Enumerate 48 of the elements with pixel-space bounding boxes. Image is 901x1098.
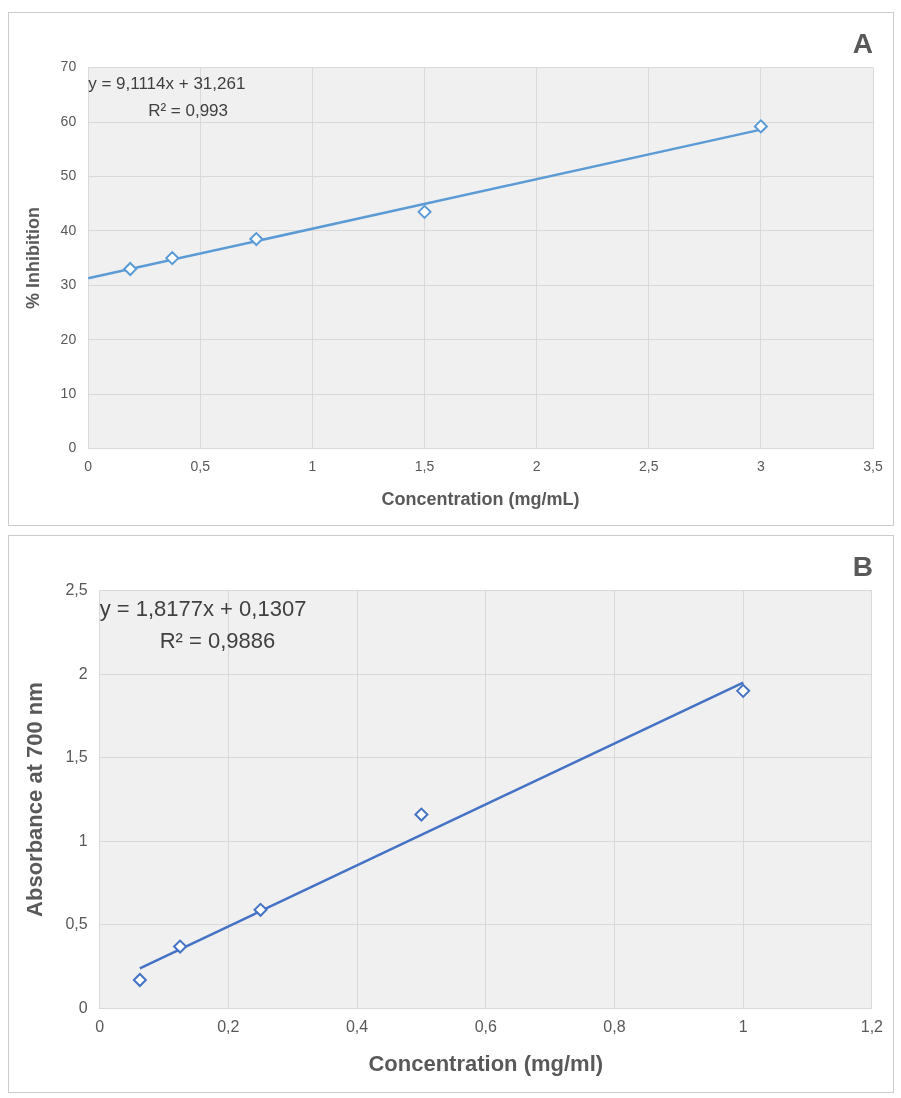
point (753, 119, 768, 134)
annotation: y = 9,1114x + 31,261 (88, 73, 246, 93)
y-tick-label: 40 (60, 221, 77, 238)
y-tick-label: 1 (78, 831, 88, 849)
chart-title: A (852, 27, 873, 59)
y-tick-label: 0 (68, 439, 77, 456)
point (165, 251, 180, 266)
x-tick-label: 2,5 (639, 457, 659, 474)
y-axis-title: Absorbance at 700 nm (22, 682, 48, 917)
y-tick-label: 20 (60, 330, 77, 347)
x-tick-label: 0,5 (190, 457, 211, 474)
y-tick-label: 0 (78, 998, 88, 1016)
point (417, 204, 432, 219)
x-tick-label: 0,8 (603, 1018, 626, 1036)
annotation: y = 1,8177x + 0,1307 (99, 595, 307, 621)
x-tick-label: 3 (756, 457, 765, 474)
y-tick-label: 2 (78, 664, 88, 682)
point (249, 232, 264, 247)
x-tick-label: 0,4 (345, 1018, 369, 1036)
point (253, 902, 268, 917)
x-axis-title: Concentration (mg/ml) (368, 1050, 604, 1076)
x-axis-title: Concentration (mg/mL) (381, 489, 580, 510)
x-tick-label: 1,2 (860, 1018, 884, 1036)
y-tick-label: 30 (60, 276, 77, 293)
x-tick-label: 0,6 (474, 1018, 497, 1036)
x-tick-label: 1 (308, 457, 317, 474)
annotation: R² = 0,9886 (159, 627, 276, 653)
x-tick-label: 1,5 (414, 457, 435, 474)
y-tick-label: 70 (60, 58, 77, 75)
y-tick-label: 2,5 (65, 581, 88, 599)
x-tick-label: 0 (95, 1018, 105, 1036)
x-tick-label: 2 (532, 457, 541, 474)
y-tick-label: 10 (60, 385, 77, 402)
point (414, 807, 429, 822)
point (736, 683, 751, 698)
point (132, 972, 147, 987)
point (123, 261, 138, 276)
y-axis-title: % Inhibition (22, 207, 43, 310)
y-tick-label: 0,5 (65, 915, 88, 933)
chart-title: B (852, 550, 873, 582)
annotation: R² = 0,993 (148, 100, 229, 120)
y-tick-label: 1,5 (65, 748, 88, 766)
x-tick-label: 3,5 (863, 457, 883, 474)
x-tick-label: 1 (738, 1018, 748, 1036)
y-tick-label: 60 (60, 112, 77, 129)
y-tick-label: 50 (60, 167, 77, 184)
x-tick-label: 0,2 (217, 1018, 240, 1036)
point (173, 939, 188, 954)
